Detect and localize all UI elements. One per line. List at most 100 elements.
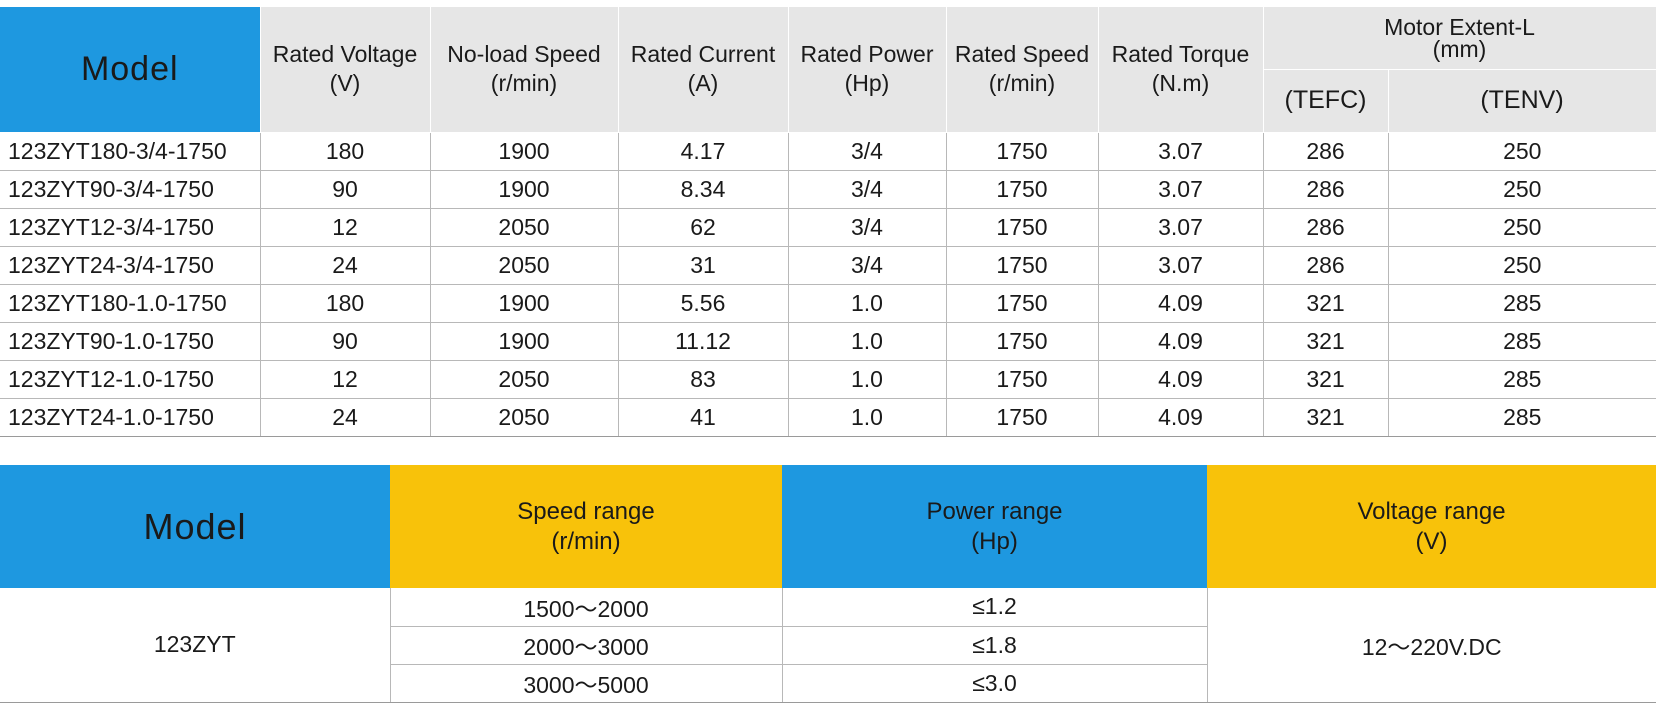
rated-voltage-cell: 24 (260, 246, 431, 285)
rated-power-cell: 3/4 (788, 246, 947, 285)
no-load-speed-cell: 2050 (430, 246, 619, 285)
speed-range-cell: 3000～5000 (390, 664, 783, 703)
no-load-speed-header: No-load Speed (r/min) (430, 7, 619, 133)
tefc-cell: 286 (1263, 170, 1389, 209)
model-cell: 123ZYT180-3/4-1750 (0, 132, 261, 171)
table-row: 123ZYT90-3/4-1750 90 1900 8.34 3/4 1750 3.07 28… (0, 170, 1656, 209)
rated-current-cell: 83 (618, 360, 789, 399)
rated-voltage-cell: 90 (260, 170, 431, 209)
rated-torque-cell: 3.07 (1098, 246, 1264, 285)
rated-current-cell: 5.56 (618, 284, 789, 323)
rated-voltage-header: Rated Voltage (V) (260, 7, 431, 133)
rated-speed-cell: 1750 (946, 398, 1099, 437)
voltage-range-header: Voltage range (V) (1207, 465, 1656, 588)
rated-voltage-cell: 180 (260, 132, 431, 171)
rated-speed-cell: 1750 (946, 208, 1099, 247)
range-row: 3000～5000 ≤3.0 (0, 664, 1656, 703)
speed-range-cell: 1500～2000 (390, 588, 783, 627)
rated-voltage-cell: 12 (260, 360, 431, 399)
table-row: 123ZYT180-3/4-1750 180 1900 4.17 3/4 1750 3.07… (0, 132, 1656, 171)
rated-voltage-cell: 180 (260, 284, 431, 323)
rated-speed-cell: 1750 (946, 246, 1099, 285)
rated-speed-cell: 1750 (946, 284, 1099, 323)
rated-torque-header: Rated Torque (N.m) (1098, 7, 1264, 133)
tefc-cell: 286 (1263, 246, 1389, 285)
tenv-cell: 250 (1388, 132, 1656, 171)
model-cell: 123ZYT24-1.0-1750 (0, 398, 261, 437)
rated-torque-cell: 3.07 (1098, 208, 1264, 247)
rated-voltage-cell: 90 (260, 322, 431, 361)
tefc-cell: 321 (1263, 284, 1389, 323)
rated-current-cell: 62 (618, 208, 789, 247)
voltage-range-cell: 12～220V.DC (1207, 588, 1656, 703)
tenv-cell: 250 (1388, 246, 1656, 285)
rated-torque-cell: 3.07 (1098, 170, 1264, 209)
table-row: 123ZYT24-1.0-1750 24 2050 41 1.0 1750 4.09 321 2… (0, 398, 1656, 437)
rated-current-cell: 31 (618, 246, 789, 285)
rated-torque-cell: 4.09 (1098, 322, 1264, 361)
table-row: 123ZYT24-3/4-1750 24 2050 31 3/4 1750 3.07 286 2… (0, 246, 1656, 285)
range-model-cell: 123ZYT (0, 588, 391, 703)
range-model-header: Model (0, 465, 390, 588)
model-cell: 123ZYT12-1.0-1750 (0, 360, 261, 399)
no-load-speed-cell: 2050 (430, 360, 619, 399)
speed-range-header: Speed range (r/min) (390, 465, 782, 588)
rated-power-cell: 3/4 (788, 208, 947, 247)
rated-power-cell: 3/4 (788, 170, 947, 209)
rated-torque-cell: 4.09 (1098, 360, 1264, 399)
table-row: 123ZYT12-1.0-1750 12 2050 83 1.0 1750 4.09 321 2… (0, 360, 1656, 399)
model-header: Model (0, 7, 261, 133)
tenv-cell: 250 (1388, 170, 1656, 209)
tenv-cell: 285 (1388, 398, 1656, 437)
no-load-speed-cell: 2050 (430, 208, 619, 247)
tefc-header: (TEFC) (1263, 69, 1389, 133)
rated-speed-cell: 1750 (946, 322, 1099, 361)
tefc-cell: 321 (1263, 360, 1389, 399)
model-cell: 123ZYT90-3/4-1750 (0, 170, 261, 209)
rated-current-cell: 41 (618, 398, 789, 437)
table-row: 123ZYT90-1.0-1750 90 1900 11.12 1.0 1750 4.09 3… (0, 322, 1656, 361)
no-load-speed-cell: 1900 (430, 322, 619, 361)
rated-speed-cell: 1750 (946, 170, 1099, 209)
rated-voltage-cell: 12 (260, 208, 431, 247)
table-row: 123ZYT180-1.0-1750 180 1900 5.56 1.0 1750 4.09… (0, 284, 1656, 323)
table-row: 123ZYT12-3/4-1750 12 2050 62 3/4 1750 3.07 286 2… (0, 208, 1656, 247)
no-load-speed-cell: 1900 (430, 170, 619, 209)
power-range-header: Power range (Hp) (782, 465, 1207, 588)
model-cell: 123ZYT12-3/4-1750 (0, 208, 261, 247)
tefc-cell: 321 (1263, 398, 1389, 437)
rated-voltage-cell: 24 (260, 398, 431, 437)
tenv-cell: 285 (1388, 322, 1656, 361)
rated-power-cell: 1.0 (788, 322, 947, 361)
motor-extent-header: Motor Extent-L (mm) (1263, 7, 1657, 70)
rated-power-header: Rated Power (Hp) (788, 7, 947, 133)
rated-power-cell: 1.0 (788, 284, 947, 323)
rated-speed-cell: 1750 (946, 132, 1099, 171)
no-load-speed-cell: 1900 (430, 132, 619, 171)
rated-torque-cell: 3.07 (1098, 132, 1264, 171)
power-range-cell: ≤1.2 (782, 588, 1208, 627)
rated-current-header: Rated Current (A) (618, 7, 789, 133)
tenv-cell: 250 (1388, 208, 1656, 247)
tefc-cell: 286 (1263, 208, 1389, 247)
power-range-cell: ≤3.0 (782, 664, 1208, 703)
rated-power-cell: 3/4 (788, 132, 947, 171)
no-load-speed-cell: 1900 (430, 284, 619, 323)
model-cell: 123ZYT90-1.0-1750 (0, 322, 261, 361)
rated-speed-cell: 1750 (946, 360, 1099, 399)
tenv-cell: 285 (1388, 360, 1656, 399)
motor-range-table: Model Speed range (r/min) Power range (H… (0, 465, 1656, 703)
power-range-cell: ≤1.8 (782, 626, 1208, 665)
model-cell: 123ZYT180-1.0-1750 (0, 284, 261, 323)
tefc-cell: 286 (1263, 132, 1389, 171)
rated-current-cell: 8.34 (618, 170, 789, 209)
range-row: 123ZYT 1500～2000 ≤1.2 12～220V.DC (0, 588, 1656, 703)
speed-range-cell: 2000～3000 (390, 626, 783, 665)
rated-current-cell: 4.17 (618, 132, 789, 171)
no-load-speed-cell: 2050 (430, 398, 619, 437)
rated-current-cell: 11.12 (618, 322, 789, 361)
motor-spec-table: Model Rated Voltage (V) No-load Speed (r… (0, 7, 1657, 437)
tenv-header: (TENV) (1388, 69, 1657, 133)
rated-speed-header: Rated Speed (r/min) (946, 7, 1099, 133)
tenv-cell: 285 (1388, 284, 1656, 323)
